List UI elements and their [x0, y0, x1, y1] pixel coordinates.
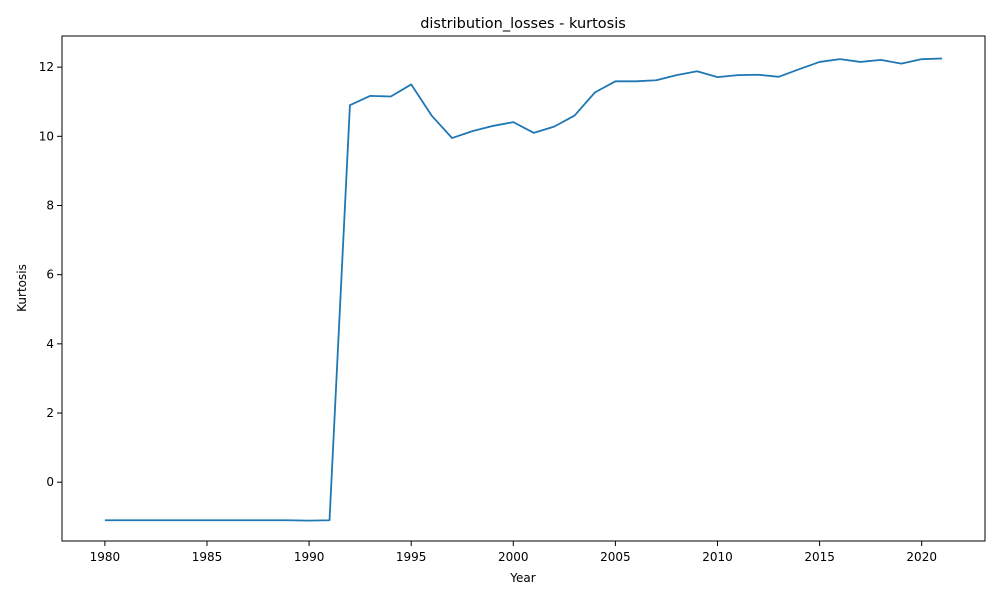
- x-tick-label: 2005: [600, 550, 631, 564]
- x-axis: 1980 1985 1990 1995 2000 2005 2010 2015 2020: [90, 541, 937, 564]
- series-line-0: [104, 57, 943, 522]
- y-axis: 0 2 4 6 8 10 12: [39, 60, 62, 489]
- y-tick-label: 2: [46, 406, 54, 420]
- x-tick-label: 1980: [90, 550, 121, 564]
- x-tick-label: 2000: [498, 550, 529, 564]
- y-tick-label: 8: [46, 198, 54, 212]
- plot-area: [104, 57, 943, 522]
- y-tick-label: 0: [46, 475, 54, 489]
- x-tick-label: 2020: [906, 550, 937, 564]
- x-tick-label: 2015: [804, 550, 835, 564]
- y-tick-label: 10: [39, 129, 54, 143]
- x-axis-label: Year: [509, 571, 535, 585]
- x-tick-label: 1985: [192, 550, 223, 564]
- y-axis-label: Kurtosis: [15, 264, 29, 312]
- x-tick-label: 1995: [396, 550, 427, 564]
- y-tick-label: 6: [46, 268, 54, 282]
- y-tick-label: 12: [39, 60, 54, 74]
- y-tick-label: 4: [46, 337, 54, 351]
- x-tick-label: 2010: [702, 550, 733, 564]
- x-tick-label: 1990: [294, 550, 325, 564]
- chart-title: distribution_losses - kurtosis: [420, 16, 626, 32]
- plot-frame: [61, 35, 986, 542]
